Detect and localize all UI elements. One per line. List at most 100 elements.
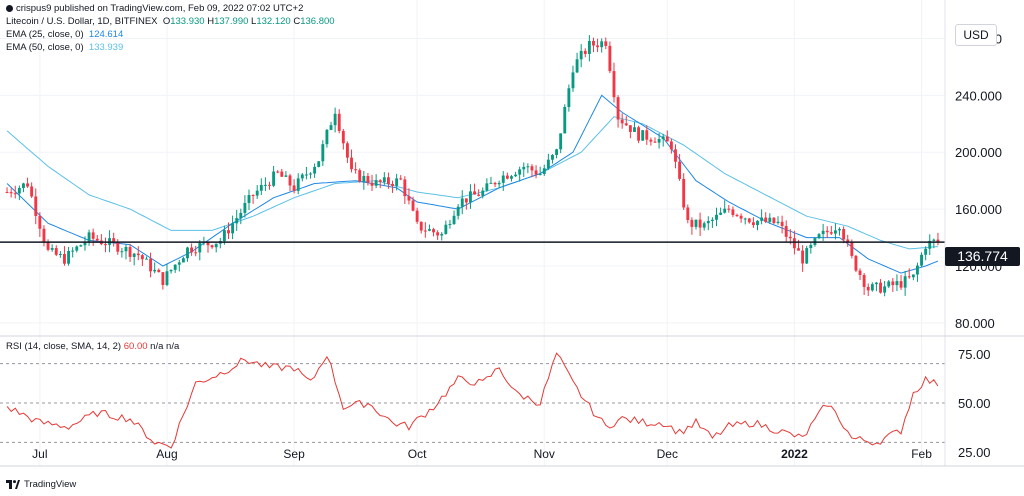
candle-body [637, 127, 641, 141]
candle-body [702, 223, 706, 228]
candle-body [304, 174, 308, 176]
candle-body [370, 182, 374, 186]
candle-body [358, 170, 362, 182]
candle [177, 259, 181, 272]
candle-body [600, 41, 604, 48]
candle-body [239, 212, 243, 219]
candle-body [739, 215, 743, 219]
candle-body [132, 253, 136, 257]
candle [846, 234, 850, 247]
candle [743, 217, 747, 225]
candle [497, 180, 501, 189]
candle-body [596, 45, 600, 48]
candle [386, 172, 390, 189]
candle-body [481, 190, 485, 196]
ema25-legend[interactable]: EMA (25, close, 0) 124.614 [6, 29, 124, 40]
candle-body [206, 242, 210, 246]
candle-body [563, 106, 567, 134]
symbol-title[interactable]: Litecoin / U.S. Dollar, 1D, BITFINEX [6, 16, 158, 27]
candle [190, 243, 194, 256]
candle-body [747, 218, 751, 223]
candle-body [173, 264, 177, 270]
candle-body [362, 175, 366, 182]
candle [153, 262, 157, 274]
candle-body [460, 198, 464, 207]
candle-body [26, 183, 29, 187]
candle [300, 173, 304, 182]
candle [444, 220, 448, 235]
candle-body [694, 219, 698, 227]
currency-button[interactable]: USD [955, 24, 997, 46]
candle-body [341, 130, 345, 144]
candle-body [776, 221, 780, 224]
candle [313, 163, 317, 178]
candle [284, 171, 288, 178]
candle-body [608, 45, 612, 72]
time-axis: Jul Aug Sep Oct Nov Dec 2022 Feb [32, 447, 932, 461]
candle [637, 125, 641, 144]
candle [255, 185, 259, 199]
candle-body [911, 274, 915, 278]
candle [17, 185, 21, 201]
candle [128, 243, 132, 262]
candle [194, 245, 198, 257]
candle-body [505, 175, 509, 179]
candle-body [46, 241, 50, 250]
candle [686, 204, 690, 224]
candle [391, 180, 394, 193]
candle [173, 264, 177, 273]
candle [419, 221, 423, 234]
candle-body [760, 217, 764, 221]
candle-body [194, 252, 198, 254]
candle [567, 84, 571, 112]
candle [579, 44, 583, 68]
candle-body [768, 217, 772, 222]
candle-body [329, 125, 333, 130]
candle-body [489, 182, 493, 184]
candle-body [243, 202, 247, 213]
candle-body [83, 242, 87, 246]
candle-body [538, 174, 542, 176]
candle-body [235, 218, 239, 224]
time-tick-label: Oct [408, 447, 427, 461]
candle [505, 172, 509, 180]
candle-body [850, 242, 854, 256]
candle-body [444, 224, 448, 234]
candle [235, 209, 239, 231]
candle-body [124, 246, 128, 252]
time-tick-label: Sep [283, 447, 305, 461]
candle [596, 38, 600, 53]
candle [756, 220, 759, 231]
candle [358, 168, 362, 183]
candle [768, 213, 772, 225]
price-pane [0, 35, 945, 297]
ema50-legend[interactable]: EMA (50, close, 0) 133.939 [6, 42, 124, 53]
candle [690, 217, 694, 235]
candle [514, 171, 517, 178]
candle-body [337, 113, 341, 131]
price-level-tag: 136.774 [945, 247, 1020, 266]
candle [181, 256, 185, 263]
candle [510, 174, 513, 182]
candle-body [428, 229, 431, 231]
candle [67, 246, 70, 266]
candle-body [657, 139, 661, 143]
price-tick-label: 240.000 [955, 88, 1002, 103]
candle-body [34, 196, 38, 216]
candle-body [79, 245, 83, 247]
candle [501, 171, 505, 191]
candle-body [551, 154, 554, 160]
candle-body [735, 215, 739, 217]
candle-body [292, 185, 296, 191]
candle [329, 121, 333, 131]
candle-body [891, 281, 895, 286]
candle-body [30, 186, 34, 197]
candle-body [366, 175, 370, 183]
candle [366, 172, 370, 186]
candle [345, 141, 349, 164]
rsi-legend[interactable]: RSI (14, close, SMA, 14, 2) 60.00 n/a n/… [6, 341, 180, 352]
candle [555, 148, 559, 159]
candle-body [415, 210, 419, 222]
candle [706, 216, 710, 231]
